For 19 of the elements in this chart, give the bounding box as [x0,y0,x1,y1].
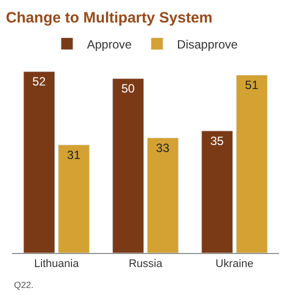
legend-label: Disapprove [177,37,238,52]
x-tick-label: Russia [128,258,164,270]
data-label: 52 [32,74,46,89]
data-label: 31 [67,148,81,162]
bar [112,78,144,253]
text: Q22. [14,280,34,290]
data-label: 35 [210,134,224,148]
x-tick-label: Lithuania [34,258,80,270]
legend-label: Approve [87,37,132,52]
bar [23,71,56,253]
data-label: 51 [245,78,259,92]
bar [58,144,90,253]
bar [236,74,268,253]
bar [201,130,234,253]
data-label: 50 [121,82,135,96]
chart-title: Change to Multiparty System [6,9,213,26]
data-label: 33 [156,140,170,155]
bar [146,138,179,253]
x-tick-label: Ukraine [216,258,254,270]
